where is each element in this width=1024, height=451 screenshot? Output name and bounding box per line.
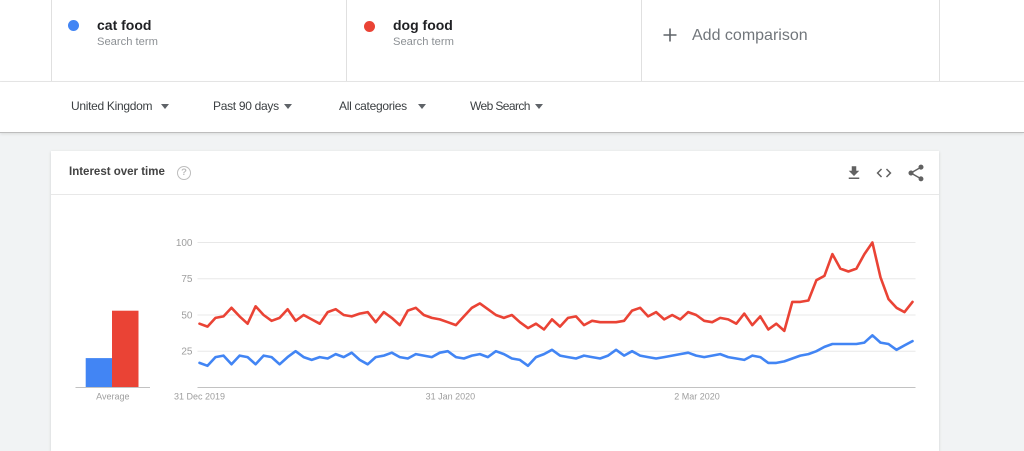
svg-text:100: 100 bbox=[176, 238, 193, 249]
svg-text:31 Jan 2020: 31 Jan 2020 bbox=[426, 392, 476, 402]
svg-text:50: 50 bbox=[181, 311, 193, 322]
svg-text:75: 75 bbox=[181, 274, 193, 285]
svg-text:Average: Average bbox=[96, 392, 129, 402]
svg-text:2 Mar 2020: 2 Mar 2020 bbox=[674, 392, 720, 402]
svg-text:25: 25 bbox=[181, 347, 193, 358]
svg-text:31 Dec 2019: 31 Dec 2019 bbox=[174, 392, 225, 402]
